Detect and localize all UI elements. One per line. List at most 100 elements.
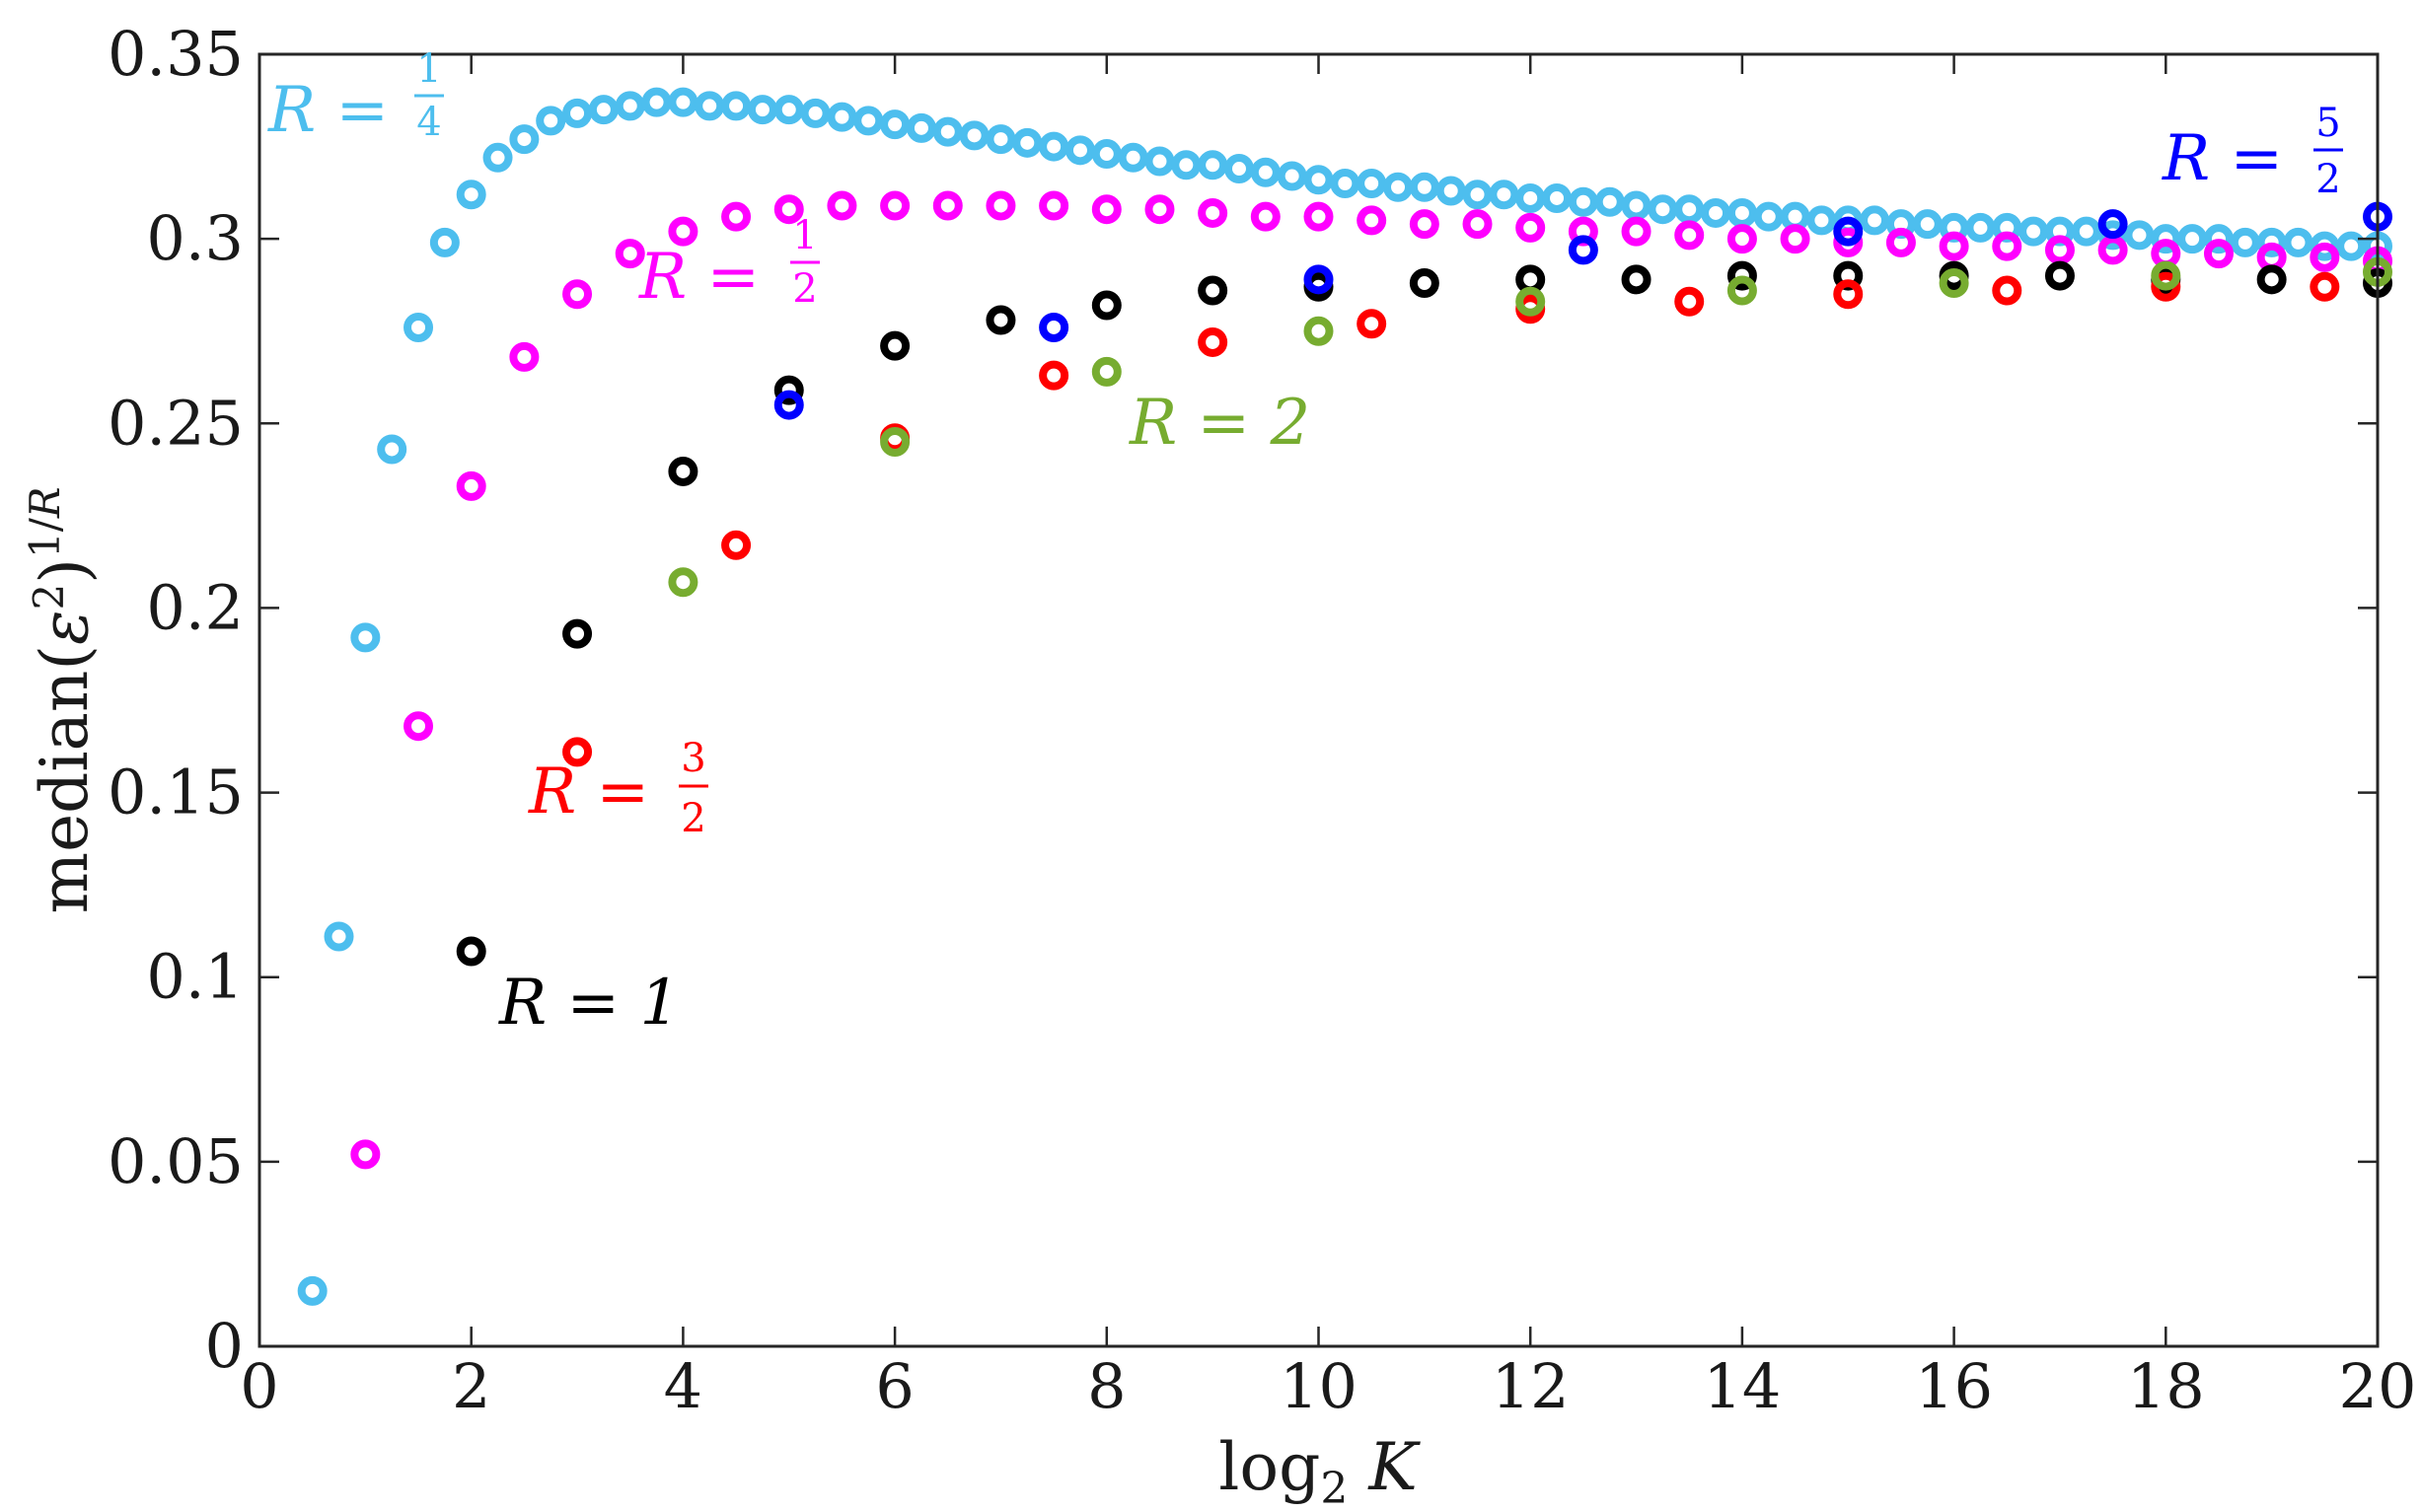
data-point (1303, 316, 1334, 346)
series-2 (456, 260, 2392, 967)
data-point (2203, 224, 2234, 254)
x-tick-label: 12 (1492, 1350, 1570, 1422)
data-point (350, 622, 381, 653)
label-r-half-num: 1 (792, 213, 817, 258)
data-point (1409, 209, 1439, 240)
data-point (1223, 154, 1254, 184)
data-point (2336, 231, 2367, 261)
data-point (1039, 360, 1069, 391)
data-point (880, 330, 911, 361)
data-point (615, 239, 645, 269)
x-tick-label: 4 (664, 1350, 702, 1422)
data-point (588, 95, 619, 125)
data-point (1489, 180, 1519, 210)
data-point (297, 1275, 328, 1306)
data-point (2151, 224, 2181, 254)
data-point (2018, 216, 2049, 247)
series-label-r-quarter: R = 1 4 (267, 46, 444, 147)
data-point (880, 190, 911, 221)
y-tick-label: 0.1 (146, 941, 244, 1013)
data-point (880, 427, 911, 457)
data-point (509, 124, 540, 155)
data-point (2283, 227, 2313, 257)
data-point (2097, 220, 2128, 251)
data-point (721, 201, 752, 232)
data-point (1357, 205, 1387, 236)
data-point (2310, 231, 2340, 261)
data-point (1833, 279, 1864, 310)
data-point (1462, 180, 1493, 210)
data-point (827, 102, 857, 132)
y-tick-label: 0.15 (108, 756, 244, 828)
data-point (1912, 209, 1943, 240)
series-label-r-three-halves: R = 3 2 (528, 736, 708, 841)
label-r-three-halves-den: 2 (681, 796, 705, 841)
data-point (2230, 227, 2260, 257)
data-point (853, 106, 884, 136)
data-point (1039, 190, 1069, 221)
x-tick-label: 14 (1703, 1350, 1781, 1422)
data-point (536, 106, 566, 136)
data-point (1383, 172, 1414, 202)
data-point (2203, 239, 2234, 269)
data-point (1939, 231, 1969, 261)
data-point (1515, 182, 1546, 213)
data-point (1515, 212, 1546, 243)
y-tick-label: 0.2 (146, 571, 244, 643)
data-point (721, 530, 752, 560)
data-point (1965, 212, 1996, 243)
data-point (1144, 194, 1175, 225)
y-tick-label: 0 (205, 1310, 244, 1382)
data-point (1674, 286, 1705, 317)
data-point (827, 190, 857, 221)
data-point (1250, 157, 1281, 187)
data-point (1753, 201, 1784, 232)
data-point (1435, 176, 1466, 206)
y-tick-label: 0.35 (108, 18, 244, 90)
x-tick-label: 20 (2339, 1350, 2417, 1422)
data-point (1860, 205, 1890, 236)
data-point (1357, 169, 1387, 198)
data-point (2071, 216, 2101, 247)
data-point (1515, 286, 1546, 317)
y-tick-label: 0.05 (108, 1125, 244, 1197)
x-tick-label: 6 (875, 1350, 914, 1422)
x-tick-label: 10 (1280, 1350, 1358, 1422)
data-point (1171, 150, 1202, 180)
x-axis-title: log2 K (1218, 1429, 1421, 1512)
data-point (1118, 142, 1148, 173)
x-tick-label: 0 (240, 1350, 278, 1422)
data-point (986, 124, 1016, 155)
data-point (1409, 172, 1439, 202)
label-r-half-main: R = (638, 241, 760, 314)
label-r-half-den: 2 (792, 266, 817, 312)
data-point (1780, 224, 1810, 254)
label-r-three-halves-main: R = (528, 756, 649, 828)
series-1 (350, 190, 2392, 1170)
data-point (880, 109, 911, 140)
y-axis-title: median(ε2)1/R (21, 486, 103, 913)
data-point (1091, 356, 1122, 387)
data-point (1198, 197, 1228, 228)
data-point (1012, 127, 1043, 158)
data-point (1568, 186, 1598, 217)
data-point (1091, 194, 1122, 225)
data-point (1091, 290, 1122, 321)
data-point (959, 120, 990, 151)
data-point (1621, 190, 1651, 221)
x-tick-label: 2 (452, 1350, 490, 1422)
label-r-quarter-main: R = (267, 74, 389, 147)
data-point (773, 390, 804, 420)
data-point (377, 434, 407, 465)
series-label-r-two: R = 2 (1129, 387, 1310, 460)
data-point (641, 87, 672, 117)
series-3 (562, 271, 2340, 767)
series-label-r-half: R = 1 2 (638, 213, 820, 314)
data-point (747, 95, 777, 125)
data-point (456, 470, 486, 501)
data-point (1039, 131, 1069, 162)
data-point (482, 142, 513, 173)
x-tick-label: 8 (1087, 1350, 1126, 1422)
x-tick-label: 16 (1915, 1350, 1993, 1422)
series-4 (668, 256, 2392, 598)
